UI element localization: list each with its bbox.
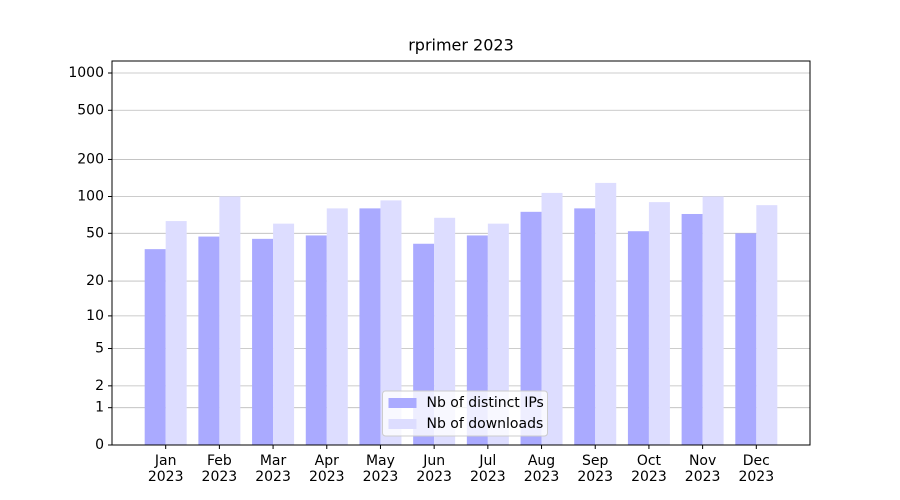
bar bbox=[434, 217, 456, 445]
y-tick-label: 200 bbox=[77, 151, 104, 167]
x-tick-label: Aug 2023 bbox=[523, 453, 560, 485]
y-tick-label: 20 bbox=[86, 273, 104, 289]
x-tick-label: Apr 2023 bbox=[308, 453, 345, 485]
y-tick-label: 500 bbox=[77, 102, 104, 118]
y-tick-label: 10 bbox=[86, 308, 104, 324]
bar bbox=[165, 221, 187, 445]
bar bbox=[219, 196, 241, 445]
y-tick-label: 50 bbox=[86, 225, 104, 241]
bar bbox=[735, 233, 757, 445]
x-tick-label: Jan 2023 bbox=[147, 453, 184, 485]
x-tick-label: Feb 2023 bbox=[201, 453, 238, 485]
legend-label: Nb of downloads bbox=[427, 416, 544, 432]
x-tick-label: Nov 2023 bbox=[684, 453, 721, 485]
y-tick-label: 5 bbox=[95, 341, 104, 357]
bar bbox=[648, 202, 670, 445]
bar bbox=[198, 236, 220, 445]
bar bbox=[305, 235, 327, 445]
bar bbox=[574, 208, 596, 445]
bar bbox=[595, 182, 617, 445]
bar bbox=[326, 208, 348, 445]
bar bbox=[273, 223, 295, 445]
bar bbox=[702, 196, 724, 445]
bar bbox=[252, 238, 274, 445]
y-tick-label: 2 bbox=[95, 378, 104, 394]
x-tick-label: Jun 2023 bbox=[416, 453, 452, 485]
plot-frame bbox=[111, 60, 811, 446]
bar bbox=[359, 208, 381, 445]
y-tick-label: 1 bbox=[95, 400, 104, 416]
y-tick-label: 1000 bbox=[68, 65, 104, 81]
chart-title: rprimer 2023 bbox=[408, 36, 514, 55]
y-tick-label: 0 bbox=[95, 437, 104, 453]
y-tick-label: 100 bbox=[77, 189, 104, 205]
bar bbox=[487, 223, 509, 445]
bar bbox=[681, 213, 703, 445]
bar bbox=[541, 192, 563, 445]
bar bbox=[520, 211, 542, 445]
x-tick-label: Oct 2023 bbox=[631, 453, 667, 485]
x-tick-label: Mar 2023 bbox=[255, 453, 291, 485]
x-tick-label: May 2023 bbox=[362, 453, 399, 485]
x-tick-label: Dec 2023 bbox=[738, 453, 775, 485]
bar bbox=[627, 231, 649, 445]
bar bbox=[144, 249, 166, 445]
bar bbox=[756, 205, 778, 445]
x-tick-label: Sep 2023 bbox=[577, 453, 614, 485]
legend-swatch bbox=[388, 398, 417, 408]
legend-box bbox=[382, 390, 548, 437]
legend-label: Nb of distinct IPs bbox=[427, 395, 544, 411]
legend-swatch bbox=[388, 419, 417, 429]
bar bbox=[380, 200, 402, 445]
x-tick-label: Jul 2023 bbox=[470, 453, 506, 485]
